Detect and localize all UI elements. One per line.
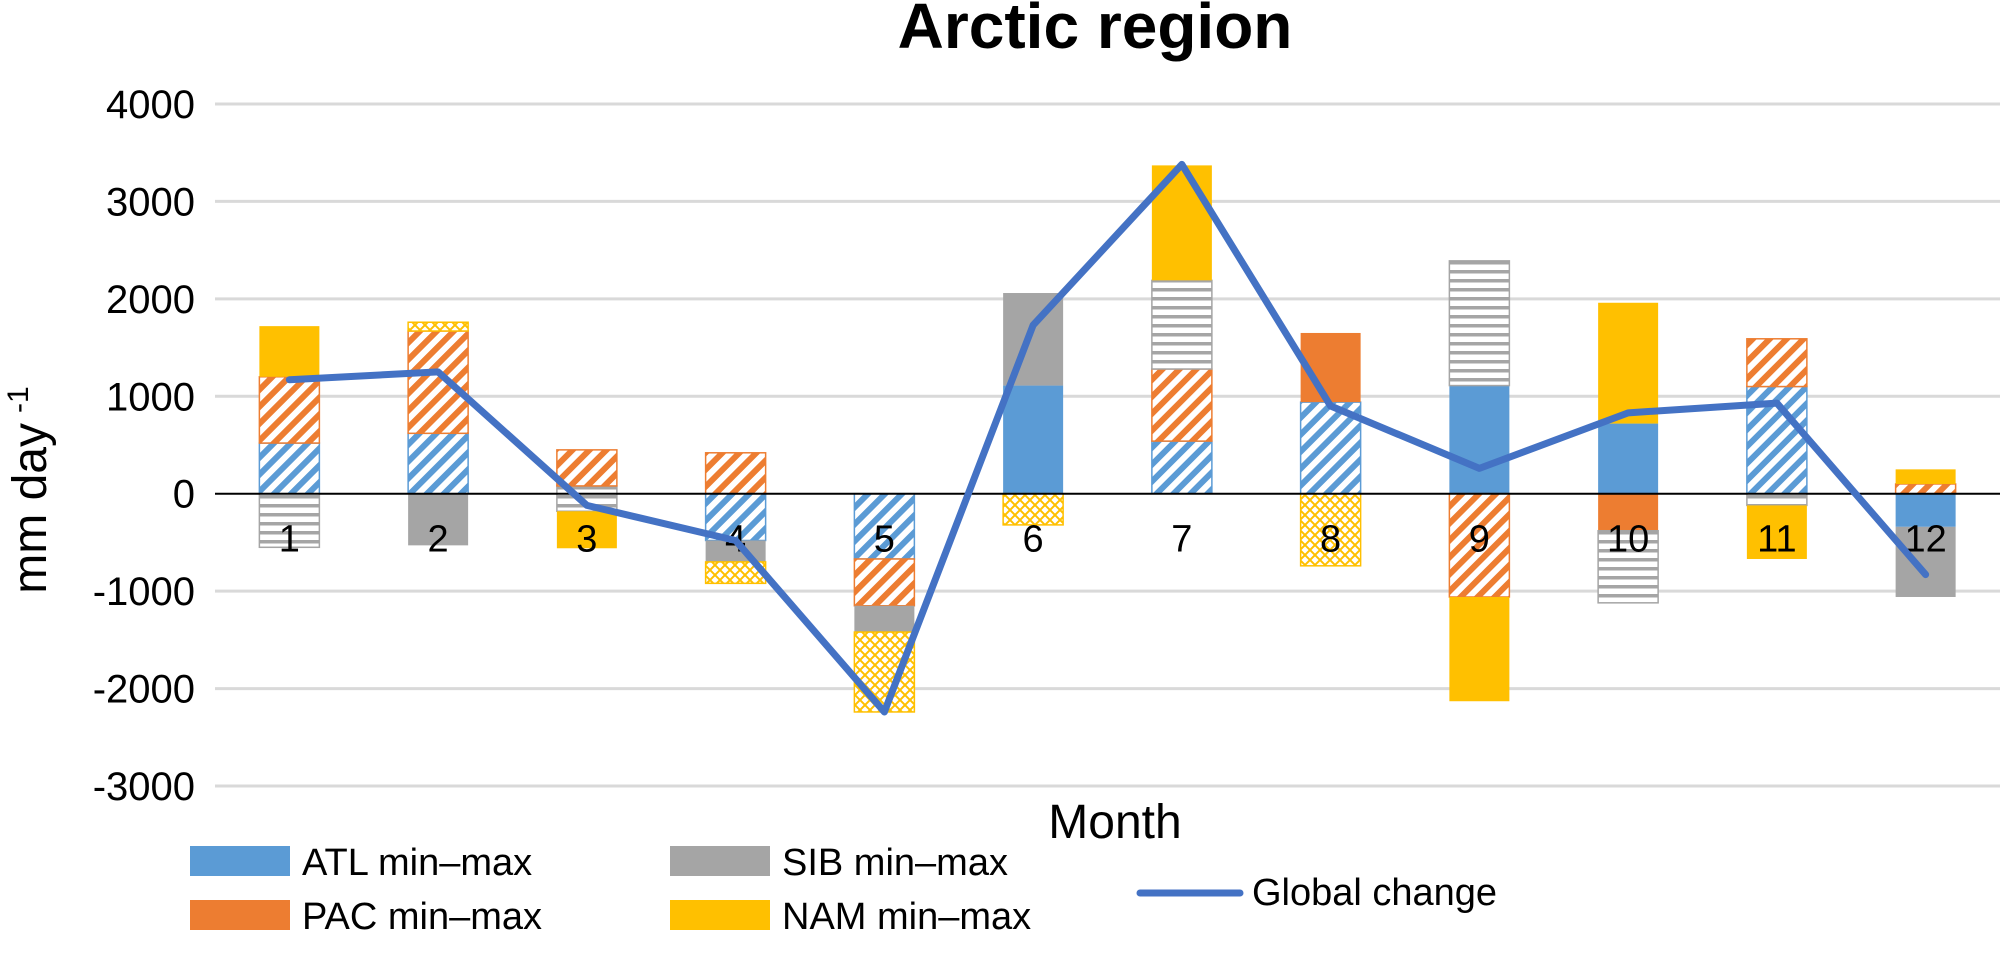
bar-segment-sib-month-11 bbox=[1746, 492, 1808, 507]
bar-segment-atl-month-9 bbox=[1449, 385, 1510, 494]
bar-segment-sib-month-2 bbox=[408, 493, 469, 546]
legend: ATL min–max PAC min–max SIB min–max NAM min… bbox=[190, 842, 1497, 938]
bar-segment-atl-month-7 bbox=[1151, 440, 1213, 495]
category-labels: 1 2 3 4 5 6 7 8 9 10 11 12 bbox=[279, 519, 1947, 561]
bar-segment-nam-month-5 bbox=[853, 631, 916, 713]
series-line-global-change bbox=[285, 160, 1930, 716]
legend-label: NAM min–max bbox=[782, 896, 1031, 938]
legend-item-sib: SIB min–max bbox=[670, 842, 1008, 884]
bar-segment-atl-month-6 bbox=[1003, 385, 1064, 494]
y-axis-label-text: mm day bbox=[4, 423, 57, 594]
bar-segment-sib-month-10 bbox=[1597, 529, 1659, 604]
y-tick-label: 0 bbox=[173, 473, 195, 517]
x-tick-label: 5 bbox=[874, 519, 895, 561]
legend-swatch bbox=[670, 846, 770, 876]
legend-swatch bbox=[190, 846, 290, 876]
legend-label: Global change bbox=[1252, 872, 1497, 914]
bar-segment-pac-month-2 bbox=[407, 330, 469, 435]
bar-segment-nam-month-12 bbox=[1895, 469, 1956, 484]
y-tick-label: 2000 bbox=[106, 278, 195, 322]
x-tick-label: 9 bbox=[1469, 519, 1490, 561]
bar-segment-pac-month-7 bbox=[1151, 368, 1213, 442]
legend-label: SIB min–max bbox=[782, 842, 1008, 884]
bar-segment-nam-month-8 bbox=[1299, 492, 1362, 567]
legend-item-pac: PAC min–max bbox=[190, 896, 542, 938]
x-tick-label: 1 bbox=[279, 519, 300, 561]
y-tick-labels: 4000 3000 2000 1000 0 -1000 -2000 -3000 bbox=[93, 83, 195, 809]
bar-segment-nam-month-3 bbox=[556, 511, 617, 549]
grid-lines bbox=[215, 102, 2000, 788]
y-tick-label: 1000 bbox=[106, 375, 195, 419]
y-tick-label: -2000 bbox=[93, 668, 195, 712]
legend-item-nam: NAM min–max bbox=[670, 896, 1031, 938]
bar-segment-pac-month-12 bbox=[1894, 483, 1957, 495]
bar-segment-pac-month-1 bbox=[258, 376, 321, 444]
y-tick-label: -3000 bbox=[93, 765, 195, 809]
x-tick-label: 7 bbox=[1171, 519, 1192, 561]
bar-segment-pac-month-5 bbox=[853, 558, 916, 607]
x-tick-label: 10 bbox=[1607, 519, 1649, 561]
x-tick-label: 8 bbox=[1320, 519, 1341, 561]
y-axis-label-superscript: -1 bbox=[2, 386, 35, 413]
bar-segment-atl-month-1 bbox=[258, 442, 321, 495]
legend-item-global: Global change bbox=[1136, 872, 1497, 914]
bar-segment-sib-month-7 bbox=[1151, 279, 1213, 370]
y-tick-label: -1000 bbox=[93, 570, 195, 614]
y-tick-label: 3000 bbox=[106, 180, 195, 224]
bar-segment-pac-month-4 bbox=[704, 452, 767, 495]
bar-segment-nam-month-10 bbox=[1598, 302, 1659, 424]
bar-segment-nam-month-1 bbox=[259, 326, 320, 377]
bar-segment-atl-month-5 bbox=[853, 492, 916, 560]
bars bbox=[258, 165, 1957, 713]
bar-segment-sib-month-5 bbox=[854, 605, 915, 633]
bar-segment-pac-month-3 bbox=[556, 449, 618, 487]
bar-segment-sib-month-9 bbox=[1448, 260, 1511, 387]
bar-segment-atl-month-12 bbox=[1895, 493, 1956, 527]
bar-segment-atl-month-2 bbox=[407, 432, 469, 495]
x-tick-label: 2 bbox=[428, 519, 449, 561]
bar-segment-pac-month-11 bbox=[1746, 338, 1808, 388]
bar-segment-sib-month-12 bbox=[1895, 526, 1956, 597]
y-tick-label: 4000 bbox=[106, 83, 195, 127]
x-tick-label: 6 bbox=[1023, 519, 1044, 561]
global-change-line bbox=[285, 160, 1930, 716]
legend-label: PAC min–max bbox=[302, 896, 542, 938]
x-tick-label: 3 bbox=[576, 519, 597, 561]
bar-segment-sib-month-1 bbox=[258, 492, 321, 549]
legend-swatch bbox=[670, 900, 770, 930]
x-axis-label: Month bbox=[1048, 796, 1181, 849]
bar-segment-nam-month-9 bbox=[1449, 596, 1510, 702]
x-tick-label: 11 bbox=[1757, 519, 1796, 561]
bar-segment-nam-month-11 bbox=[1746, 505, 1807, 559]
legend-label: ATL min–max bbox=[302, 842, 532, 884]
bar-segment-pac-month-9 bbox=[1448, 492, 1511, 598]
bar-segment-atl-month-10 bbox=[1598, 423, 1659, 494]
chart-title: Arctic region bbox=[898, 0, 1293, 62]
legend-swatch bbox=[190, 900, 290, 930]
y-axis-label: mm day -1 bbox=[2, 386, 57, 593]
y-axis-label-group: mm day -1 bbox=[2, 386, 57, 593]
legend-item-atl: ATL min–max bbox=[190, 842, 532, 884]
bar-segment-pac-month-10 bbox=[1598, 493, 1659, 531]
bar-segment-nam-month-2 bbox=[407, 321, 469, 332]
